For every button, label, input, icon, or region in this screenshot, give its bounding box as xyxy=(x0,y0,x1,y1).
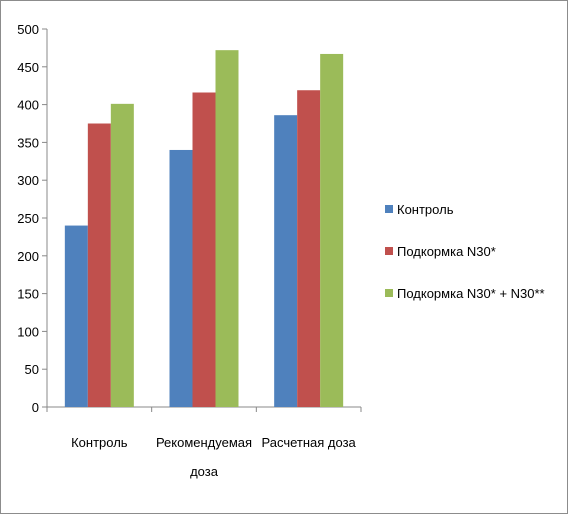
x-tick-label: Контроль xyxy=(71,435,128,450)
bar xyxy=(87,123,111,407)
y-tick-label: 450 xyxy=(17,60,39,75)
tick-labels: 0 50 100 150 200 250 300 350 400 450 500 Контроль Ре… xyxy=(17,22,356,479)
legend-label: Контроль xyxy=(397,202,454,217)
y-tick-label: 400 xyxy=(17,98,39,113)
x-tick-label: Расчетная доза xyxy=(262,435,357,450)
y-tick-label: 250 xyxy=(17,211,39,226)
bar xyxy=(192,92,216,407)
y-tick-label: 0 xyxy=(32,400,39,415)
legend-swatch xyxy=(385,289,393,297)
y-tick-label: 100 xyxy=(17,324,39,339)
bar xyxy=(215,50,239,407)
y-tick-label: 500 xyxy=(17,22,39,37)
x-tick-label: Рекомендуемая доза xyxy=(156,435,252,479)
y-tick-label: 350 xyxy=(17,135,39,150)
bars xyxy=(64,50,344,408)
legend-label: Подкормка N30* + N30** xyxy=(397,286,545,301)
legend: Контроль Подкормка N30* Подкормка N30* + N… xyxy=(385,202,545,301)
bar xyxy=(297,90,321,408)
bar xyxy=(110,103,134,408)
bar xyxy=(320,53,344,407)
y-tick-label: 50 xyxy=(25,362,39,377)
y-tick-label: 200 xyxy=(17,249,39,264)
legend-label: Подкормка N30* xyxy=(397,244,496,259)
bar xyxy=(169,149,193,407)
bar xyxy=(64,225,88,407)
bar xyxy=(274,115,298,408)
y-tick-label: 300 xyxy=(17,173,39,188)
y-tick-label: 150 xyxy=(17,287,39,302)
legend-swatch xyxy=(385,247,393,255)
legend-swatch xyxy=(385,205,393,213)
